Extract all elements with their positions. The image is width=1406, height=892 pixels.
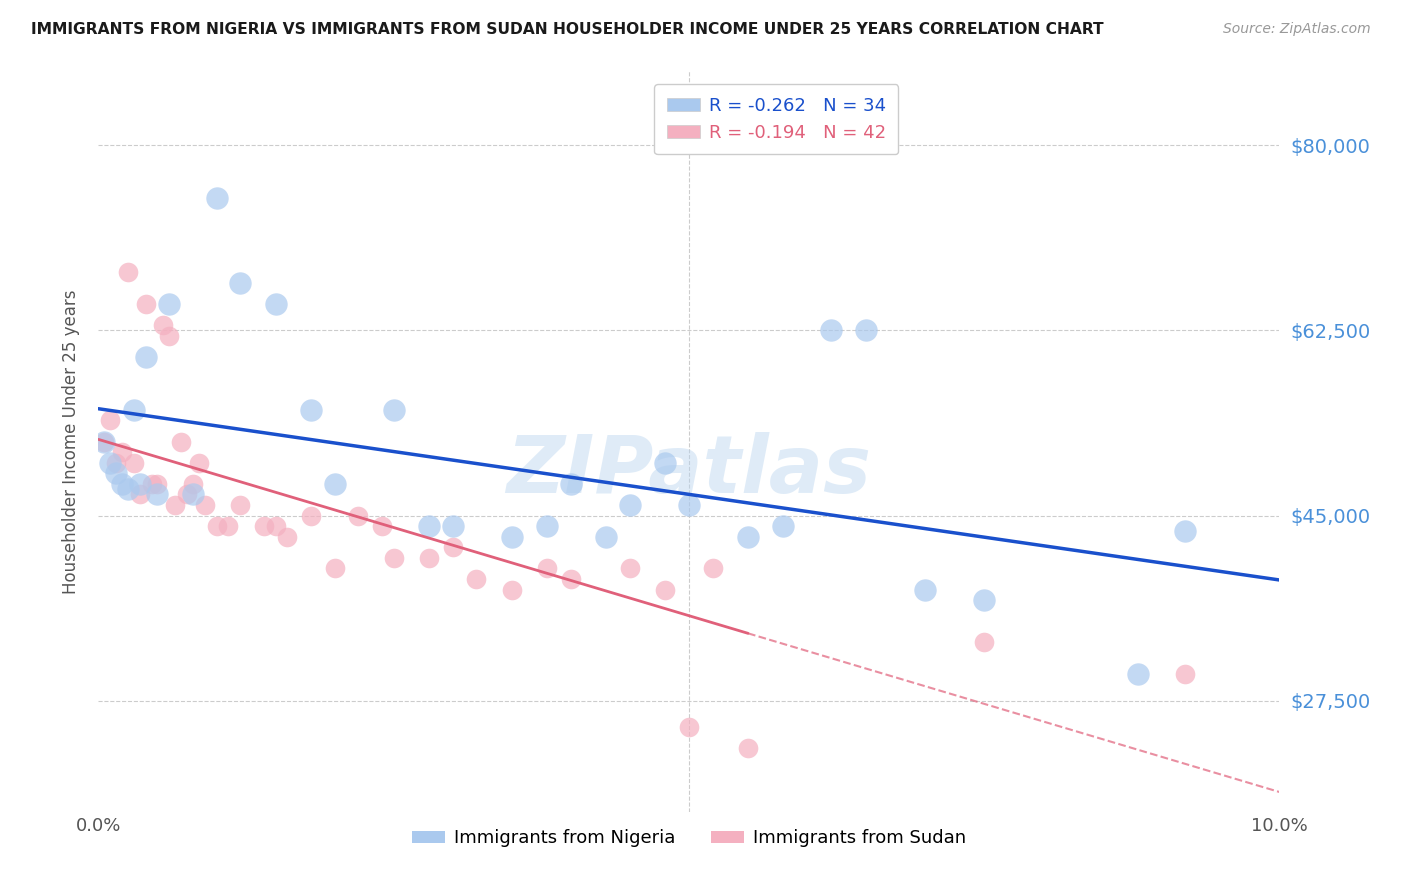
Point [170, 434, 193, 449]
Point [181, 487, 204, 501]
Point [122, 456, 145, 470]
Point [165, 498, 187, 512]
Point [111, 476, 134, 491]
Text: IMMIGRANTS FROM NIGERIA VS IMMIGRANTS FROM SUDAN HOUSEHOLDER INCOME UNDER 25 YEA: IMMIGRANTS FROM NIGERIA VS IMMIGRANTS FR… [31, 22, 1104, 37]
Point [205, 191, 228, 205]
Point [253, 519, 276, 533]
Point [105, 456, 128, 470]
Point [595, 530, 617, 544]
Point [678, 720, 700, 734]
Point [229, 498, 252, 512]
Point [678, 498, 700, 512]
Point [382, 402, 405, 417]
Point [264, 519, 287, 533]
Point [299, 508, 322, 523]
Point [501, 530, 523, 544]
Point [98, 456, 121, 470]
Point [152, 318, 174, 333]
Point [93, 434, 115, 449]
Point [654, 582, 676, 597]
Point [1126, 667, 1149, 681]
Point [1174, 524, 1197, 539]
Point [122, 402, 145, 417]
Point [205, 519, 228, 533]
Y-axis label: Householder Income Under 25 years: Householder Income Under 25 years [62, 289, 80, 594]
Point [418, 550, 440, 565]
Point [323, 561, 346, 575]
Point [194, 498, 217, 512]
Point [619, 498, 641, 512]
Point [973, 593, 995, 607]
Point [654, 456, 676, 470]
Point [820, 324, 842, 338]
Point [560, 572, 582, 586]
Point [187, 456, 209, 470]
Point [914, 582, 936, 597]
Point [702, 561, 724, 575]
Point [973, 635, 995, 649]
Point [371, 519, 394, 533]
Point [176, 487, 198, 501]
Point [135, 350, 157, 364]
Point [146, 487, 169, 501]
Point [135, 297, 157, 311]
Point [128, 487, 150, 501]
Point [141, 476, 163, 491]
Point [157, 297, 180, 311]
Point [117, 482, 139, 496]
Point [181, 476, 204, 491]
Legend: Immigrants from Nigeria, Immigrants from Sudan: Immigrants from Nigeria, Immigrants from… [405, 822, 973, 855]
Point [299, 402, 322, 417]
Point [737, 530, 759, 544]
Point [146, 476, 169, 491]
Point [157, 328, 180, 343]
Point [501, 582, 523, 597]
Point [536, 519, 558, 533]
Point [276, 530, 298, 544]
Text: Source: ZipAtlas.com: Source: ZipAtlas.com [1223, 22, 1371, 37]
Point [217, 519, 239, 533]
Point [382, 550, 405, 565]
Point [93, 434, 115, 449]
Point [1174, 667, 1197, 681]
Text: ZIPatlas: ZIPatlas [506, 432, 872, 510]
Point [855, 324, 877, 338]
Point [560, 476, 582, 491]
Point [117, 265, 139, 279]
Point [98, 413, 121, 427]
Point [441, 519, 464, 533]
Point [229, 276, 252, 290]
Point [128, 476, 150, 491]
Point [264, 297, 287, 311]
Point [619, 561, 641, 575]
Point [737, 741, 759, 756]
Point [105, 467, 128, 481]
Point [418, 519, 440, 533]
Point [441, 541, 464, 555]
Point [536, 561, 558, 575]
Point [323, 476, 346, 491]
Point [111, 445, 134, 459]
Point [772, 519, 794, 533]
Point [347, 508, 370, 523]
Point [465, 572, 488, 586]
